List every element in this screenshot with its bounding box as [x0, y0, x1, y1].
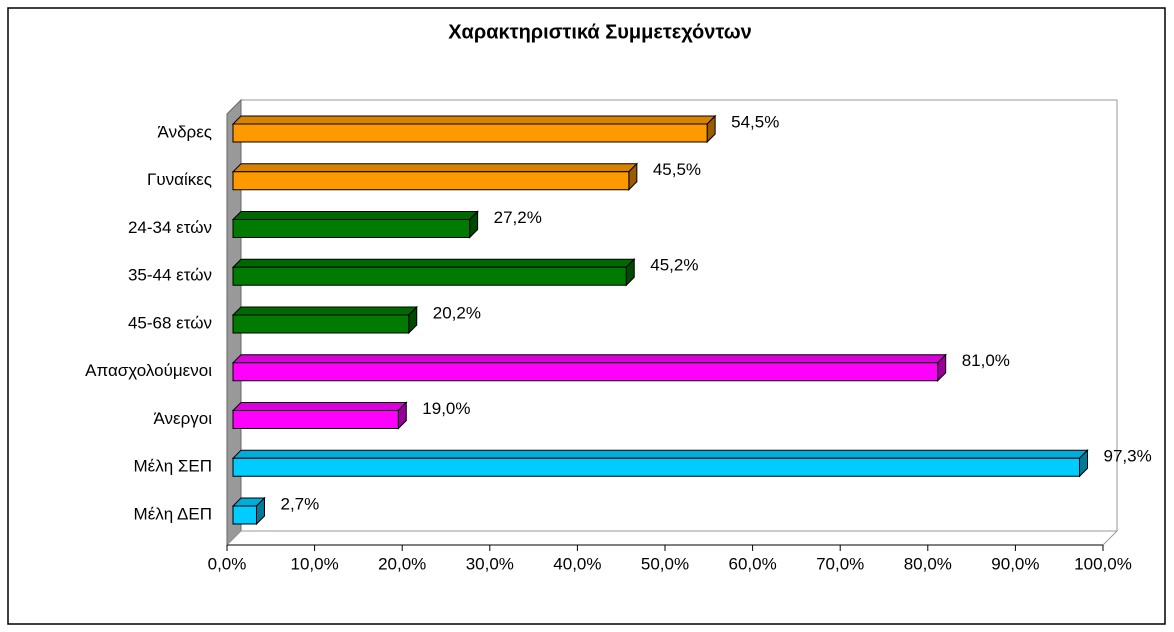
value-label: 20,2% [433, 303, 481, 322]
bar-front [232, 123, 708, 143]
bar-top [231, 163, 639, 173]
y-tick-label: Άνεργοι [153, 409, 212, 428]
x-tick-label: 100,0% [1074, 554, 1132, 573]
value-label: 45,2% [650, 256, 698, 275]
bar-front [232, 362, 939, 382]
bar-top [231, 449, 1089, 459]
bar [231, 353, 947, 382]
value-label: 19,0% [422, 399, 470, 418]
bar-top [231, 115, 717, 125]
bar [231, 162, 639, 191]
bar [231, 210, 479, 239]
bar-top [231, 258, 636, 268]
x-tick-label: 70,0% [816, 554, 864, 573]
bar [231, 401, 408, 430]
bar-top [231, 354, 947, 364]
bar [231, 114, 717, 144]
bar [231, 449, 1089, 478]
y-tick-label: 35-44 ετών [128, 266, 212, 285]
bar-front [232, 219, 471, 238]
bar [231, 305, 418, 335]
x-tick-label: 50,0% [641, 554, 689, 573]
value-label: 45,5% [653, 160, 701, 179]
bar [231, 258, 636, 287]
x-tick-label: 90,0% [991, 554, 1039, 573]
x-tick-label: 0,0% [208, 554, 247, 573]
x-tick-label: 20,0% [378, 554, 426, 573]
y-tick-label: 24-34 ετών [128, 218, 212, 237]
bar-top [231, 402, 408, 411]
y-tick-label: Απασχολούμενοι [85, 361, 212, 380]
bar-front [232, 410, 399, 429]
y-tick-label: Μέλη ΣΕΠ [133, 457, 212, 476]
value-label: 54,5% [731, 112, 779, 131]
y-tick-label: 45-68 ετών [128, 313, 212, 332]
bar-front [232, 505, 257, 525]
value-label: 2,7% [280, 494, 319, 513]
bar-front [232, 314, 410, 334]
value-label: 27,2% [494, 208, 542, 227]
bar-top [231, 211, 479, 220]
value-label: 97,3% [1104, 447, 1152, 466]
bar [231, 496, 266, 526]
bar-front [232, 266, 627, 286]
x-tick-label: 80,0% [904, 554, 952, 573]
x-tick-label: 30,0% [466, 554, 514, 573]
floor [225, 530, 1119, 546]
y-tick-label: Άνδρες [158, 122, 212, 141]
x-tick-label: 40,0% [553, 554, 601, 573]
y-tick-label: Μέλη ΔΕΠ [134, 504, 212, 523]
y-tick-label: Γυναίκες [147, 170, 212, 189]
value-label: 81,0% [962, 351, 1010, 370]
chart-title: Χαρακτηριστικά Συμμετεχόντων [448, 21, 752, 43]
bar-front [232, 171, 630, 191]
x-tick-label: 10,0% [290, 554, 338, 573]
bar-front [232, 457, 1081, 477]
bar-top [231, 306, 418, 316]
x-tick-label: 60,0% [728, 554, 776, 573]
